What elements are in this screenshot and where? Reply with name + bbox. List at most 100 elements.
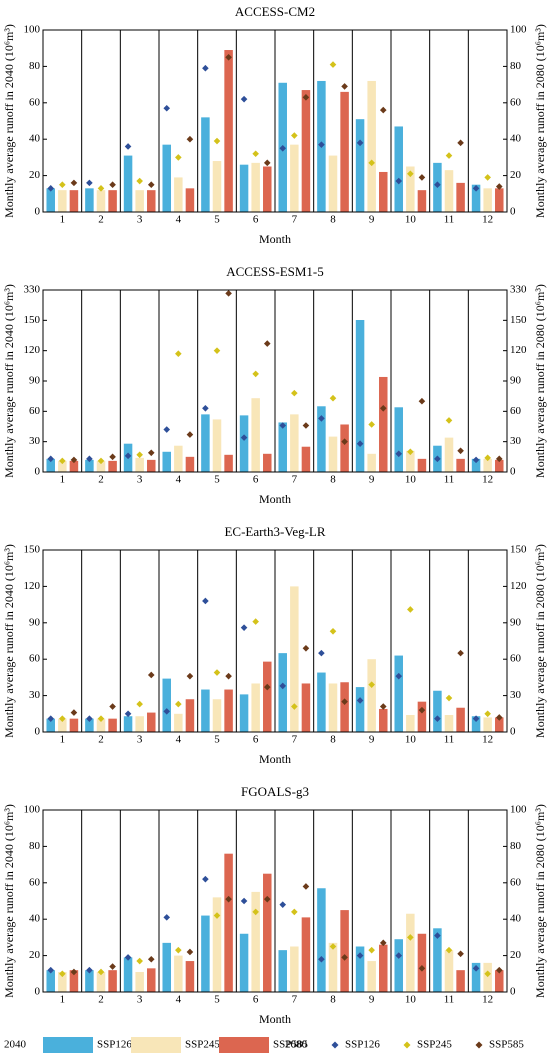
x-tick-label: 10 — [405, 994, 417, 1006]
diamond-marker — [457, 950, 464, 958]
bar — [85, 718, 94, 732]
bar — [46, 718, 55, 732]
y-tick-label: 30 — [29, 435, 41, 447]
diamond-marker — [407, 170, 414, 178]
bar — [201, 915, 210, 992]
y2-tick-label: 40 — [510, 913, 522, 925]
bar — [417, 701, 427, 732]
x-tick-label: 12 — [482, 214, 493, 226]
x-tick-label: 4 — [176, 214, 182, 226]
y-axis-label: Monthly average runoff in 2040 (10⁶m³) — [2, 544, 16, 738]
x-tick-label: 2 — [98, 994, 104, 1006]
bar — [162, 942, 171, 992]
bar — [69, 190, 79, 212]
bar — [135, 190, 144, 212]
bar — [406, 715, 415, 732]
panel: FGOALS-g31 2 3 4 5 6 7 8 9 10 11 120204060801000204… — [2, 784, 547, 1026]
diamond-marker — [329, 394, 337, 402]
diamond-marker — [175, 946, 182, 954]
diamond-marker — [341, 698, 348, 705]
bar — [174, 177, 183, 212]
y2-tick-label: 90 — [510, 616, 522, 628]
diamond-marker — [186, 135, 194, 143]
x-tick-label: 12 — [482, 734, 493, 746]
diamond-marker — [47, 715, 55, 722]
diamond-marker — [124, 710, 132, 718]
diamond-marker — [163, 708, 171, 715]
bar — [290, 946, 299, 992]
y2-tick-label: 90 — [510, 375, 522, 387]
bar — [379, 708, 388, 732]
bar — [301, 446, 311, 472]
diamond-marker — [379, 405, 387, 412]
bar — [251, 891, 260, 992]
plot-frame — [42, 29, 508, 213]
bar — [328, 683, 338, 732]
y-tick-label: 100 — [24, 804, 41, 816]
x-tick-label: 8 — [330, 474, 336, 486]
bar — [367, 80, 376, 213]
bar — [251, 683, 260, 732]
diamond-marker — [407, 934, 414, 941]
diamond-marker — [136, 700, 143, 708]
bar — [123, 716, 133, 732]
bar — [147, 968, 156, 992]
diamond-marker — [484, 174, 491, 181]
bar — [483, 962, 492, 992]
diamond-marker — [225, 672, 232, 680]
x-tick-label: 1 — [60, 994, 66, 1006]
x-tick-label: 3 — [137, 734, 143, 746]
diamond-marker — [368, 159, 375, 167]
bar — [46, 188, 55, 212]
y2-tick-label: 20 — [510, 949, 522, 961]
diamond-marker — [318, 415, 325, 422]
legend-diamond — [475, 1041, 483, 1049]
diamond-marker — [368, 421, 375, 428]
bar — [317, 888, 326, 992]
diamond-marker — [379, 703, 387, 710]
diamond-marker — [302, 94, 310, 101]
diamond-marker — [47, 966, 55, 974]
diamond-marker — [495, 714, 503, 721]
bar — [367, 659, 376, 732]
diamond-marker — [356, 139, 364, 147]
diamond-marker — [109, 453, 116, 461]
x-tick-label: 11 — [444, 734, 455, 746]
bar — [367, 453, 376, 472]
diamond-marker — [457, 139, 464, 147]
x-axis-label: Month — [259, 492, 291, 506]
diamond-marker — [341, 83, 348, 90]
bar — [355, 946, 365, 992]
chart-title: FGOALS-g3 — [241, 784, 309, 799]
bar — [46, 970, 55, 992]
y2-tick-label: 20 — [510, 169, 522, 181]
diamond-marker — [457, 649, 464, 657]
bar — [69, 970, 79, 992]
x-tick-label: 3 — [137, 214, 143, 226]
diamond-marker — [70, 179, 78, 187]
x-tick-label: 10 — [405, 214, 417, 226]
bar — [96, 460, 106, 472]
diamond-marker — [109, 703, 116, 710]
bar — [328, 942, 338, 992]
bar — [135, 716, 144, 732]
y-tick-label: 60 — [29, 405, 41, 417]
y-tick-label: 150 — [24, 314, 41, 326]
diamond-marker — [213, 669, 221, 676]
legend-diamond — [403, 1041, 411, 1049]
bar — [162, 451, 171, 472]
y-tick-label: 150 — [24, 544, 41, 556]
x-tick-label: 8 — [330, 994, 336, 1006]
diamond-marker — [86, 966, 93, 974]
diamond-marker — [136, 957, 143, 965]
y-axis-label: Monthly average runoff in 2040 (10⁶m³) — [2, 24, 16, 218]
diamond-marker — [240, 95, 248, 103]
diamond-marker — [163, 426, 171, 433]
y2-tick-label: 60 — [510, 876, 522, 888]
diamond-marker — [472, 965, 480, 972]
diamond-marker — [70, 456, 78, 464]
x-axis-label: Month — [259, 752, 291, 766]
y-tick-label: 120 — [24, 580, 41, 592]
